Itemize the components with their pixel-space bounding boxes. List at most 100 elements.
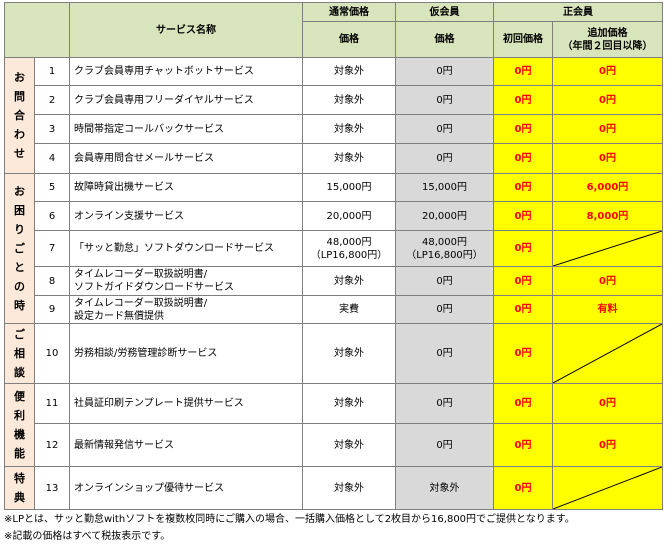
additional-price: 有料: [552, 295, 663, 324]
header-additional-price: 追加価格 （年間２回目以降）: [552, 21, 663, 58]
table-row: 12 最新情報発信サービス 対象外 0円 0円 0円: [5, 423, 663, 467]
first-price: 0円: [493, 230, 553, 267]
regular-price-lp: （LP16,800円）: [310, 249, 388, 261]
regular-price: 対象外: [302, 383, 396, 424]
service-name: クラブ会員専用チャットボットサービス: [69, 57, 303, 86]
additional-price: 0円: [552, 383, 663, 424]
regular-price: 対象外: [302, 114, 396, 144]
additional-price: 0円: [552, 423, 663, 467]
provisional-price: 0円: [395, 57, 494, 86]
header-provisional-member: 仮会員: [395, 2, 494, 22]
regular-price: 20,000円: [302, 201, 396, 231]
category-benefit: 特典: [4, 466, 35, 510]
service-price-table: サービス名称 通常価格 仮会員 正会員 価格 価格 初回価格 追加価格 （年間２回…: [4, 2, 663, 510]
additional-price: 0円: [552, 85, 663, 115]
row-number: 2: [34, 85, 70, 115]
table-row: 8 タイムレコーダー取扱説明書/ソフトガイドダウンロードサービス 対象外 0円 …: [5, 266, 663, 296]
first-price: 0円: [493, 143, 553, 174]
first-price: 0円: [493, 295, 553, 324]
first-price: 0円: [493, 323, 553, 384]
service-name: 時間帯指定コールバックサービス: [69, 114, 303, 144]
first-price: 0円: [493, 57, 553, 86]
additional-price-na: [552, 323, 663, 384]
service-name-line2: ソフトガイドダウンロードサービス: [74, 282, 234, 293]
service-name: 故障時貸出機サービス: [69, 173, 303, 202]
provisional-price: 20,000円: [395, 201, 494, 231]
table-row: 4 会員専用問合せメールサービス 対象外 0円 0円 0円: [5, 143, 663, 174]
table-row: お問合わせ 1 クラブ会員専用チャットボットサービス 対象外 0円 0円 0円: [4, 57, 663, 174]
provisional-price-lp: （LP16,800円）: [406, 249, 483, 261]
category-convenient: 便利機能: [4, 383, 35, 467]
provisional-price: 0円: [395, 383, 494, 424]
regular-price: 対象外: [302, 143, 396, 174]
additional-price-na: [552, 466, 663, 510]
service-name-line1: タイムレコーダー取扱説明書/: [74, 269, 208, 280]
header-price: 価格: [302, 21, 396, 58]
header-additional-label: 追加価格: [587, 27, 628, 39]
table-row: 9 タイムレコーダー取扱説明書/設定カード無償提供 実費 0円 0円 有料: [5, 295, 663, 324]
additional-price: 8,000円: [552, 201, 663, 231]
first-price: 0円: [493, 85, 553, 115]
service-name: オンライン支援サービス: [69, 201, 303, 231]
regular-price: 対象外: [302, 85, 396, 115]
row-number: 13: [34, 466, 70, 510]
header-additional-note: （年間２回目以降）: [562, 40, 653, 52]
row-number: 8: [34, 266, 70, 296]
additional-price: 6,000円: [552, 173, 663, 202]
row-number: 10: [34, 323, 70, 384]
regular-price: 実費: [302, 295, 396, 324]
first-price: 0円: [493, 266, 553, 296]
regular-price: 対象外: [302, 466, 396, 510]
additional-price: 0円: [552, 114, 663, 144]
regular-price: 対象外: [302, 266, 396, 296]
note-tax: ※記載の価格はすべて税抜表示です。: [4, 531, 171, 542]
table-row: 便利機能 11 社員証印刷テンプレート提供サービス 対象外 0円 0円 0円: [4, 383, 663, 467]
provisional-price: 0円: [395, 423, 494, 467]
service-name-line2: 設定カード無償提供: [74, 310, 164, 322]
header-service-name: サービス名称: [69, 2, 303, 58]
row-number: 5: [34, 173, 70, 202]
additional-price-na: [552, 230, 663, 267]
row-number: 3: [34, 114, 70, 144]
header-price-provisional: 価格: [395, 21, 494, 58]
header-regular-price: 通常価格: [302, 2, 396, 22]
row-number: 6: [34, 201, 70, 231]
regular-price-value: 48,000円: [326, 236, 372, 248]
diagonal-slash-icon: [553, 324, 662, 383]
table-row: お困りごとの時 5 故障時貸出機サービス 15,000円 15,000円 0円 …: [4, 173, 663, 324]
service-name: 「サッと勤怠」ソフトダウンロードサービス: [69, 230, 303, 267]
category-consult: ご相談: [4, 323, 35, 384]
provisional-price: 0円: [395, 295, 494, 324]
row-number: 1: [34, 57, 70, 86]
service-name: 労務相談/労務管理診断サービス: [69, 323, 303, 384]
category-inquiry: お問合わせ: [4, 57, 35, 174]
regular-price: 15,000円: [302, 173, 396, 202]
table-row: ご相談 10 労務相談/労務管理診断サービス 対象外 0円 0円: [4, 323, 663, 384]
provisional-price: 0円: [395, 143, 494, 174]
service-name: タイムレコーダー取扱説明書/設定カード無償提供: [69, 295, 303, 324]
provisional-price: 15,000円: [395, 173, 494, 202]
table-row: 7 「サッと勤怠」ソフトダウンロードサービス 48,000円 （LP16,800円…: [5, 230, 663, 267]
provisional-price: 48,000円 （LP16,800円）: [395, 230, 494, 267]
category-trouble: お困りごとの時: [4, 173, 35, 324]
additional-price: 0円: [552, 266, 663, 296]
first-price: 0円: [493, 466, 553, 510]
note-lp: ※LPとは、サッと勤怠withソフトを複数枚同時にご購入の場合、一括購入価格とし…: [4, 514, 575, 525]
service-name: クラブ会員専用フリーダイヤルサービス: [69, 85, 303, 115]
service-name: 最新情報発信サービス: [69, 423, 303, 467]
row-number: 4: [34, 143, 70, 174]
regular-price: 対象外: [302, 323, 396, 384]
first-price: 0円: [493, 423, 553, 467]
first-price: 0円: [493, 114, 553, 144]
service-name: タイムレコーダー取扱説明書/ソフトガイドダウンロードサービス: [69, 266, 303, 296]
regular-price: 対象外: [302, 423, 396, 467]
provisional-price: 0円: [395, 266, 494, 296]
row-number: 11: [34, 383, 70, 424]
provisional-price: 0円: [395, 85, 494, 115]
provisional-price: 0円: [395, 114, 494, 144]
regular-price: 対象外: [302, 57, 396, 86]
service-name: オンラインショップ優待サービス: [69, 466, 303, 510]
row-number: 9: [34, 295, 70, 324]
diagonal-slash-icon: [553, 467, 662, 509]
